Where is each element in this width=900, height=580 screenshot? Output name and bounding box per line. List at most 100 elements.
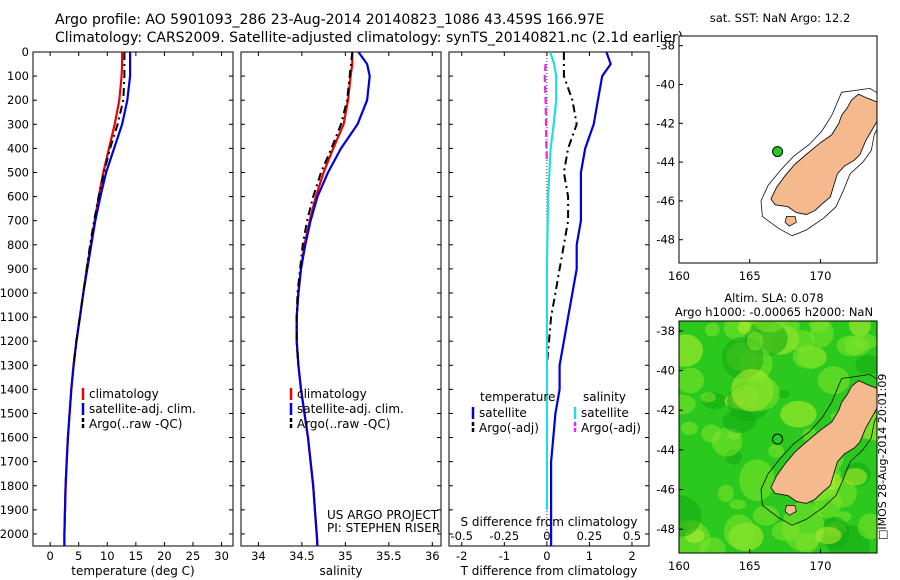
x-tick-label: 30 [214, 549, 229, 563]
y-tick-label: 1500 [0, 406, 29, 420]
map-y-tick-label: -46 [656, 483, 675, 497]
stewart-island-land [784, 504, 797, 516]
y-tick-label: 800 [7, 238, 29, 252]
map-y-tick-label: -38 [656, 39, 675, 53]
series-group [543, 52, 612, 546]
y-tick-label: 1100 [0, 310, 29, 324]
sst-map: 160 165 170 -38 -40 -42 -44 -46 -48 sat. SST: NaN… [656, 11, 878, 283]
legend-label: satellite-adj. clim. [89, 402, 196, 416]
panel-salinity: 34 34.5 35 35.5 36 salinity climatologysatelli… [240, 51, 442, 578]
x-tick-label: 35.5 [376, 549, 402, 563]
legend-label: satellite [581, 406, 629, 420]
top-tick-label: -0.5 [451, 529, 473, 543]
map-x-tick-label: 165 [739, 269, 761, 283]
map-y-tick-label: -42 [656, 403, 675, 417]
sla-patch [848, 321, 871, 337]
series-line-0 [295, 52, 354, 546]
argo-location-marker [772, 433, 784, 445]
x-tick-label: -1 [499, 549, 510, 563]
sla-patch [711, 427, 743, 457]
sla-patch [843, 468, 868, 486]
map-title: Argo h1000: -0.00065 h2000: NaN [675, 305, 873, 319]
map-x-tick-label: 170 [809, 269, 831, 283]
bathymetry-contour [760, 87, 877, 237]
x-tick-label: 34.5 [289, 549, 315, 563]
annotation-line: PI: STEPHEN RISER [327, 521, 440, 535]
y-tick-label: 200 [7, 93, 29, 107]
y-tick-label: 1400 [0, 382, 29, 396]
map-title: sat. SST: NaN Argo: 12.2 [710, 11, 851, 25]
y-tick-label: 1700 [0, 455, 29, 469]
map-content [679, 321, 877, 553]
sla-patch [699, 537, 726, 553]
sla-patch [817, 366, 850, 395]
x-axis-label: temperature (deg C) [71, 564, 194, 578]
sla-patch [780, 400, 817, 428]
sla-patch [855, 355, 877, 375]
bathymetry-contour [760, 374, 877, 526]
legend-label: Argo(-adj) [479, 421, 539, 435]
map-y-tick-label: -44 [656, 443, 675, 457]
x-tick-label: 0 [46, 549, 53, 563]
sla-patch [741, 376, 780, 411]
top-tick-label: 0.25 [577, 529, 603, 543]
y-tick-label: 600 [7, 190, 29, 204]
south-island-land [770, 93, 877, 215]
x-axis-label: salinity [319, 564, 362, 578]
y-tick-label: 2000 [0, 527, 29, 541]
annotation-line: US ARGO PROJECT [327, 508, 439, 522]
top-axis-label: S difference from climatology [461, 515, 638, 529]
sla-patch [679, 334, 703, 367]
sla-patch [752, 505, 780, 526]
y-tick-label: 400 [7, 141, 29, 155]
map-frame [678, 35, 878, 264]
sla-map: 160 165 170 -38 -40 -42 -44 -46 -48 Altim. SLA: 0… [656, 291, 878, 573]
y-tick-label: 1000 [0, 286, 29, 300]
figure-title-line2: Climatology: CARS2009. Satellite-adjuste… [55, 30, 684, 46]
y-tick-label: 1300 [0, 358, 29, 372]
y-tick-label: 1200 [0, 334, 29, 348]
plot-frame [32, 51, 234, 547]
map-y-tick-label: -42 [656, 116, 675, 130]
sla-patch [857, 513, 877, 540]
legend-label: Argo(-adj) [581, 421, 641, 435]
sla-patch [777, 390, 790, 398]
map-y-tick-label: -38 [656, 324, 675, 338]
y-tick-label: 300 [7, 117, 29, 131]
series-line-3 [543, 63, 548, 161]
map-y-tick-label: -48 [656, 233, 675, 247]
series-line-0 [63, 52, 124, 546]
sla-patch [679, 367, 705, 394]
x-tick-label: 2 [628, 549, 635, 563]
sla-patch [768, 444, 784, 458]
stewart-island-land [784, 215, 797, 227]
argo-location-marker [772, 146, 784, 158]
series-group [63, 52, 132, 546]
sla-patch [679, 495, 702, 537]
legend-label: climatology [297, 387, 367, 401]
x-tick-label: 10 [100, 549, 115, 563]
series-line-0 [549, 52, 612, 546]
x-tick-label: 1 [586, 549, 593, 563]
top-tick-label: -0.25 [489, 529, 519, 543]
sla-patch [729, 499, 746, 510]
x-tick-label: 5 [75, 549, 82, 563]
x-tick-label: -2 [456, 549, 467, 563]
sla-patch [723, 514, 756, 549]
sla-patch [705, 322, 720, 337]
sla-patch [737, 321, 752, 334]
legend-label: climatology [89, 387, 159, 401]
map-frame [678, 320, 878, 554]
legend-title: salinity [583, 390, 626, 404]
series-line-2 [295, 52, 354, 366]
y-tick-label: 1900 [0, 503, 29, 517]
legend-label: satellite [479, 406, 527, 420]
sla-patch [722, 409, 757, 434]
legend-label: Argo(..raw -QC) [89, 417, 182, 431]
sla-patch [739, 459, 775, 502]
y-tick-label: 900 [7, 262, 29, 276]
legend-label: Argo(..raw -QC) [297, 417, 390, 431]
legend-label: satellite-adj. clim. [297, 402, 404, 416]
series-line-1 [545, 52, 578, 366]
